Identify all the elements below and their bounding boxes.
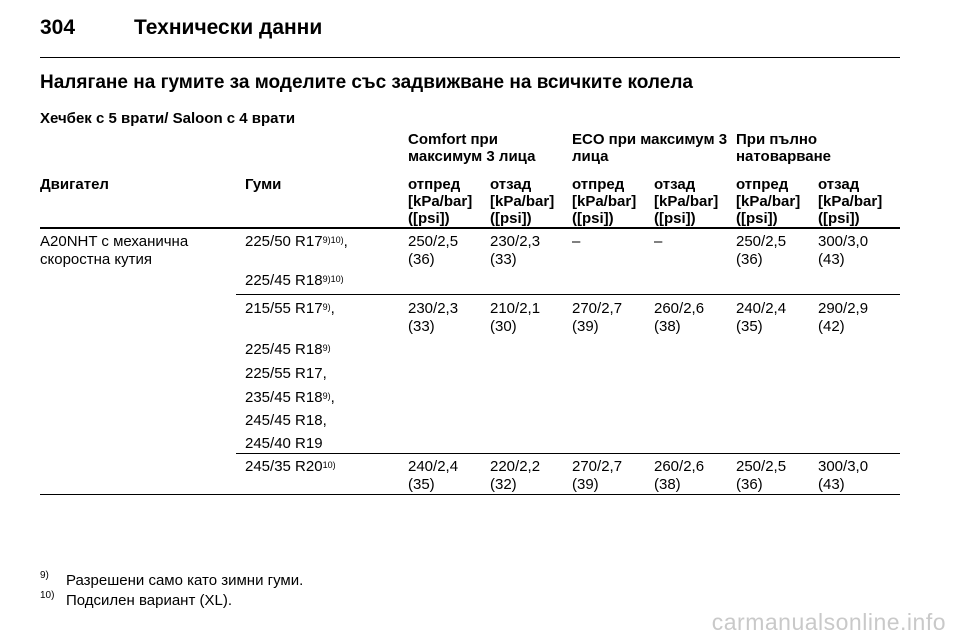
row-divider: [236, 294, 900, 295]
pressure-value: 220/2,2 (32): [490, 458, 541, 493]
col-header-rear: отзад: [490, 176, 532, 193]
page-number: 304: [40, 16, 76, 39]
col-header-rear: отзад: [818, 176, 860, 193]
col-header-rear: отзад: [654, 176, 696, 193]
tyre-size: 225/50 R179)10),: [245, 233, 348, 250]
col-header-engine: Двигател: [40, 176, 109, 193]
pressure-value: 300/3,0 (43): [818, 458, 869, 493]
row-divider: [236, 453, 900, 454]
group-header-full-load: При пълно натоварване: [736, 131, 832, 165]
footnote-text: Подсилен вариант (XL).: [66, 592, 233, 609]
tyre-size: 225/45 R189)10): [245, 272, 344, 289]
group-header-eco: ECO при максимум 3 лица: [572, 131, 728, 165]
tyre-size: 245/35 R2010): [245, 458, 336, 475]
pressure-value: 260/2,6 (38): [654, 458, 705, 493]
unit-label: [kPa/bar] ([psi]): [654, 193, 719, 227]
footnote-mark: 9): [40, 570, 49, 581]
unit-label: [kPa/bar] ([psi]): [572, 193, 637, 227]
header-divider: [40, 57, 900, 58]
tyre-size: 225/45 R189): [245, 341, 331, 358]
pressure-value: –: [572, 233, 581, 250]
table-subtitle: Хечбек с 5 врати/ Saloon с 4 врати: [40, 110, 296, 127]
pressure-value: 270/2,7 (39): [572, 458, 623, 493]
chapter-title: Технически данни: [134, 16, 323, 39]
col-header-tyres: Гуми: [245, 176, 282, 193]
group-header-comfort: Comfort при максимум 3 лица: [408, 131, 536, 165]
col-header-front: отпред: [572, 176, 625, 193]
section-title: Налягане на гумите за моделите със задви…: [40, 72, 693, 93]
watermark: carmanualsonline.info: [711, 609, 946, 635]
tyre-size: 225/55 R17,: [245, 365, 327, 382]
pressure-value: 270/2,7 (39): [572, 300, 623, 335]
tyre-size: 245/40 R19: [245, 435, 323, 452]
pressure-value: 250/2,5 (36): [736, 233, 787, 268]
footnote-mark: 10): [40, 590, 55, 601]
unit-label: [kPa/bar] ([psi]): [818, 193, 883, 227]
unit-label: [kPa/bar] ([psi]): [736, 193, 801, 227]
pressure-value: 230/2,3 (33): [490, 233, 541, 268]
pressure-value: 260/2,6 (38): [654, 300, 705, 335]
pressure-value: 250/2,5 (36): [408, 233, 459, 268]
footnote-text: Разрешени само като зимни гуми.: [66, 572, 304, 589]
tyre-size: 215/55 R179),: [245, 300, 335, 317]
pressure-value: 240/2,4 (35): [408, 458, 459, 493]
col-header-front: отпред: [408, 176, 461, 193]
table-bottom-rule: [40, 494, 900, 495]
unit-label: [kPa/bar] ([psi]): [408, 193, 473, 227]
engine-cell: A20NHT с механична скоростна кутия: [40, 233, 189, 268]
tyre-size: 245/45 R18,: [245, 412, 327, 429]
pressure-value: 300/3,0 (43): [818, 233, 869, 268]
pressure-value: 250/2,5 (36): [736, 458, 787, 493]
tyre-size: 235/45 R189),: [245, 389, 335, 406]
pressure-value: –: [654, 233, 663, 250]
table-header-rule: [40, 227, 900, 229]
col-header-front: отпред: [736, 176, 789, 193]
pressure-value: 290/2,9 (42): [818, 300, 869, 335]
pressure-value: 240/2,4 (35): [736, 300, 787, 335]
unit-label: [kPa/bar] ([psi]): [490, 193, 555, 227]
pressure-value: 230/2,3 (33): [408, 300, 459, 335]
pressure-value: 210/2,1 (30): [490, 300, 541, 335]
